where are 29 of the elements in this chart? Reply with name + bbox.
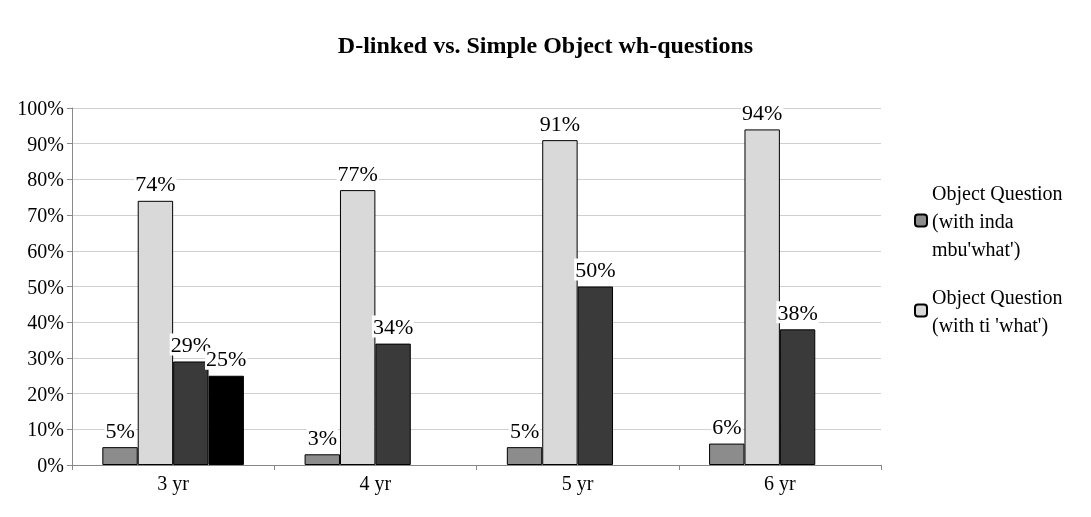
y-tick-label: 80% bbox=[27, 168, 64, 191]
y-tick-label: 60% bbox=[27, 239, 64, 262]
y-tick-label: 10% bbox=[27, 418, 64, 441]
y-tick-label: 0% bbox=[37, 454, 64, 476]
data-label: 38% bbox=[777, 299, 818, 325]
x-tick-label: 3 yr bbox=[157, 472, 190, 495]
y-tick-label: 40% bbox=[27, 311, 64, 334]
data-label: 91% bbox=[539, 110, 581, 136]
x-tick-label: 6 yr bbox=[764, 472, 797, 495]
y-tick-label: 50% bbox=[27, 275, 64, 298]
data-label: 50% bbox=[575, 257, 616, 282]
data-label: 5% bbox=[509, 417, 540, 443]
y-tick-label: 70% bbox=[27, 204, 64, 227]
data-label: 6% bbox=[712, 414, 742, 440]
x-tick-label: 4 yr bbox=[359, 472, 392, 495]
data-label: 77% bbox=[337, 160, 378, 186]
y-tick-label: 100% bbox=[17, 97, 64, 119]
data-label: 5% bbox=[105, 417, 135, 443]
chart-title: D-linked vs. Simple Object wh-questions bbox=[337, 32, 754, 58]
legend-label: Object Question (with inda mbu'what') bbox=[932, 181, 1068, 261]
y-tick-label: 30% bbox=[27, 346, 64, 369]
data-label: 74% bbox=[135, 171, 176, 197]
data-label: 3% bbox=[307, 424, 337, 450]
y-tick-label: 90% bbox=[27, 132, 64, 155]
y-tick-label: 20% bbox=[27, 382, 64, 405]
legend-label: Object Question (with ti 'what') bbox=[932, 285, 1068, 337]
data-label: 94% bbox=[742, 99, 783, 125]
x-tick-label: 5 yr bbox=[561, 472, 594, 495]
data-label: 34% bbox=[372, 314, 414, 340]
